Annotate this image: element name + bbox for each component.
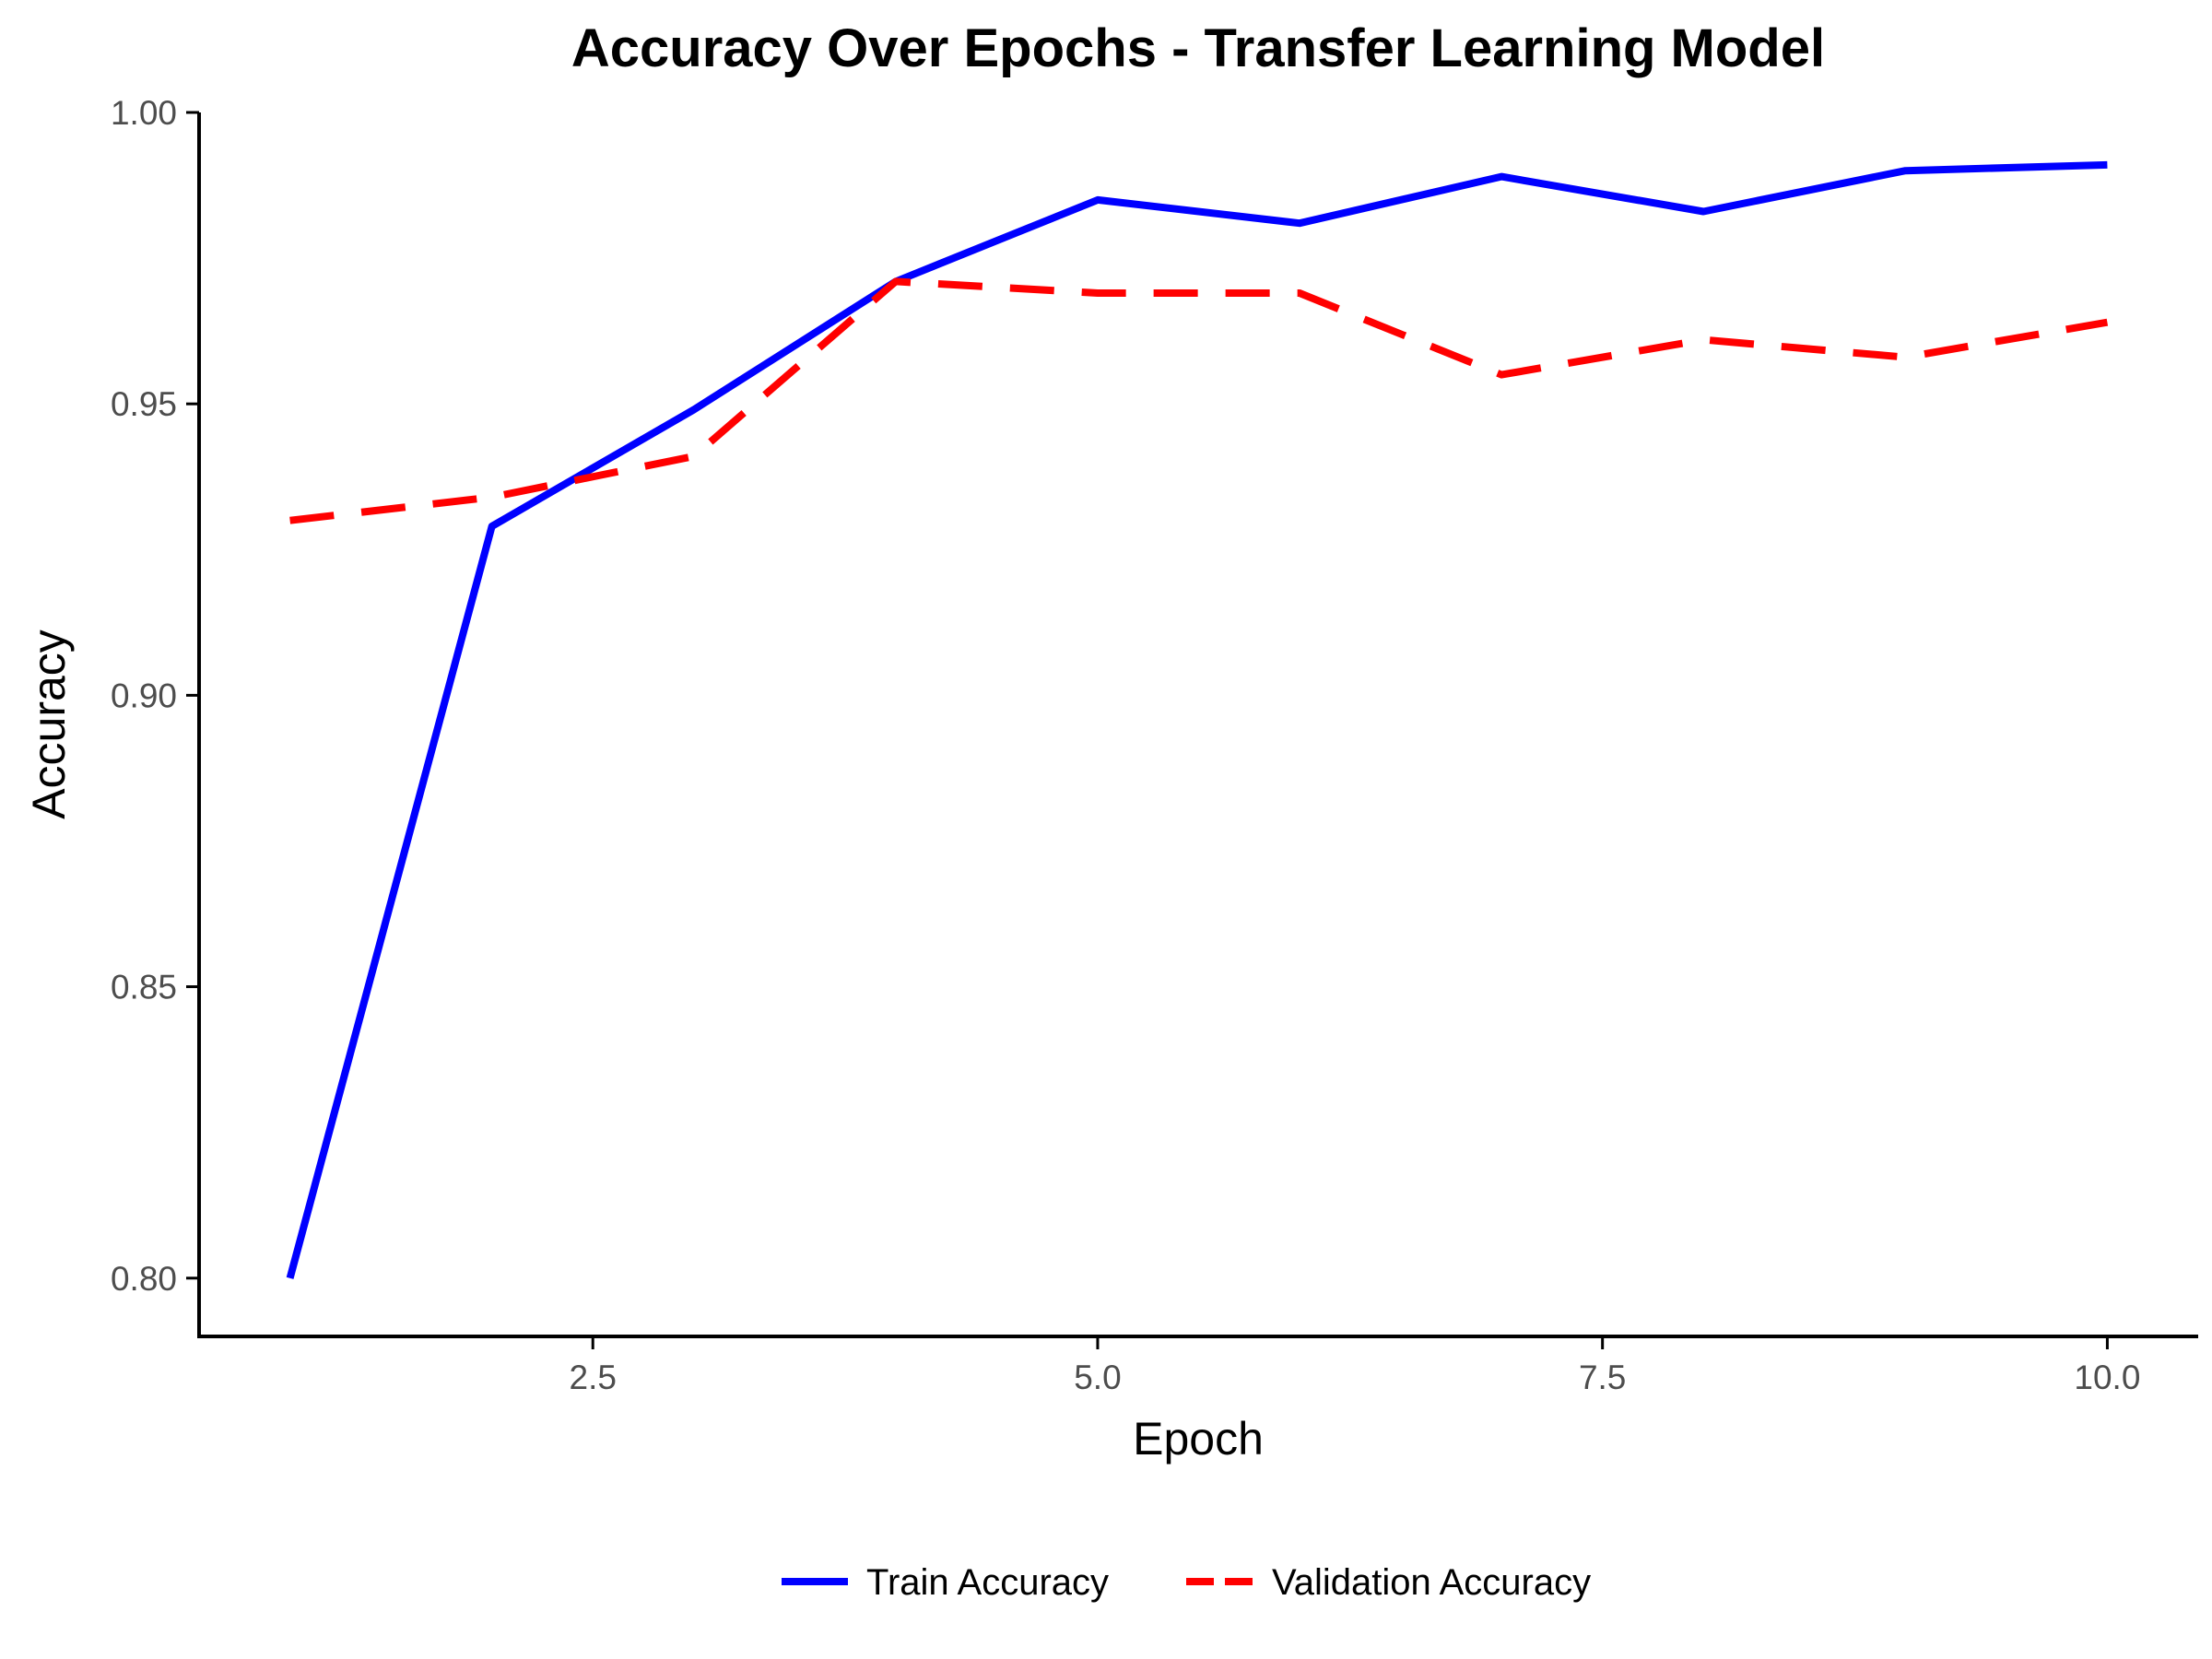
data-point [693,456,694,457]
data-point [2107,322,2108,323]
data-point [289,520,290,521]
y-tick-label: 0.90 [111,677,177,714]
series-line-validation-accuracy [289,277,2109,524]
chart-title: Accuracy Over Epochs - Transfer Learning… [571,18,1825,78]
plot-area [286,160,2109,1279]
axis-ticks: 2.5 5.0 7.5 10.0 0.80 0.85 0.90 0.95 1.00 [111,94,2140,1396]
data-point [491,525,492,526]
x-tick-label: 2.5 [570,1359,617,1396]
data-point [693,409,694,410]
data-point [289,1277,290,1278]
data-point [1097,199,1098,200]
data-point [1097,293,1098,294]
series-line-train-accuracy [286,160,2108,1279]
data-point [1501,176,1502,177]
data-point [1501,374,1502,375]
data-point [491,497,492,498]
y-tick-label: 1.00 [111,94,177,132]
y-tick-label: 0.95 [111,385,177,423]
data-point [1703,211,1704,212]
data-point [895,281,896,282]
y-tick-label: 0.85 [111,969,177,1006]
x-tick-label: 10.0 [2074,1359,2140,1396]
x-axis-title: Epoch [1133,1413,1264,1465]
legend-label: Train Accuracy [866,1562,1109,1603]
data-point [2107,164,2108,165]
data-point [1905,357,1906,358]
y-axis-title: Accuracy [23,629,75,819]
legend-label: Validation Accuracy [1272,1562,1591,1603]
x-tick-label: 7.5 [1579,1359,1626,1396]
x-tick-label: 5.0 [1074,1359,1121,1396]
data-point [1703,339,1704,340]
y-tick-label: 0.80 [111,1260,177,1298]
legend: Train Accuracy Validation Accuracy [782,1562,1591,1603]
